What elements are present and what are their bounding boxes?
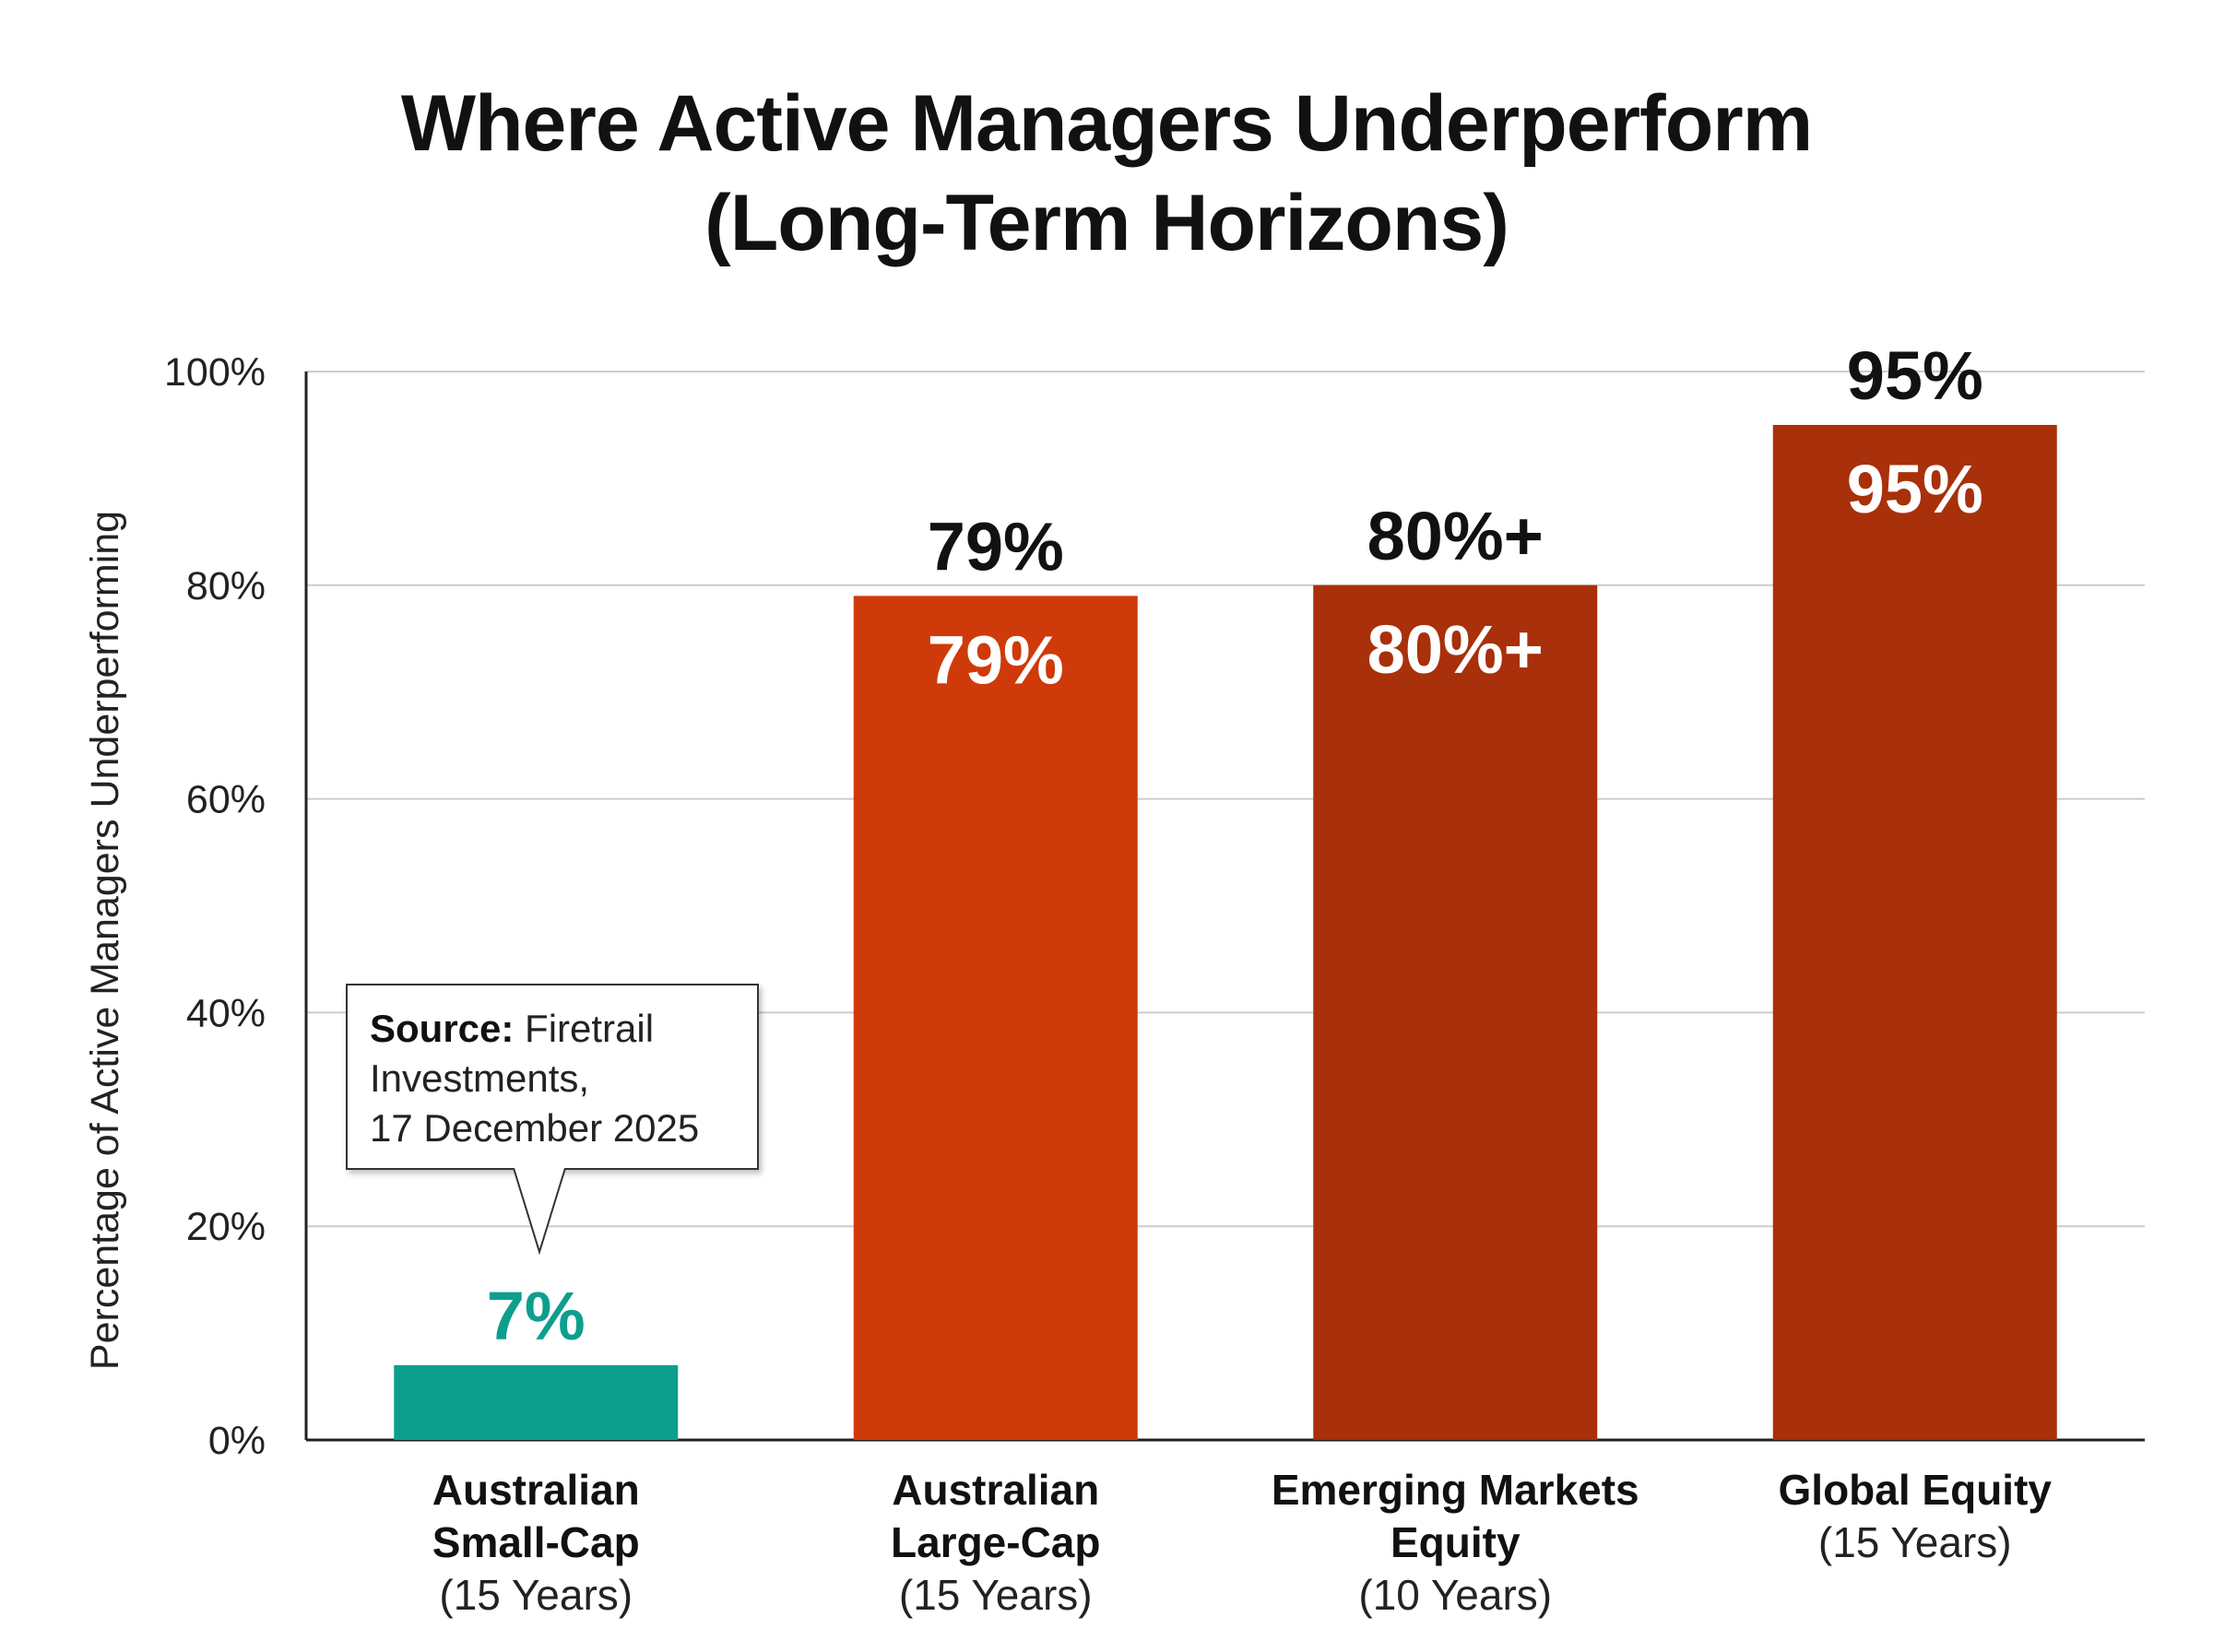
- x-tick-label-0-line-1: Small-Cap: [432, 1518, 640, 1566]
- y-tick-label-80: 80%: [186, 564, 266, 608]
- data-label-outside-3: 95%: [1847, 337, 1983, 414]
- y-tick-label-60: 60%: [186, 778, 266, 822]
- source-annotation-line-1: Firetrail: [525, 1007, 655, 1050]
- source-annotation-line-3: 17 December 2025: [370, 1106, 700, 1150]
- x-tick-period-2: (10 Years): [1358, 1571, 1552, 1619]
- data-label-inside-2: 80%+: [1367, 611, 1544, 688]
- x-tick-label-3-line-0: Global Equity: [1779, 1466, 2053, 1514]
- x-tick-period-0: (15 Years): [439, 1571, 633, 1619]
- bar-3: [1772, 424, 2057, 1441]
- x-tick-label-1-line-0: Australian: [892, 1466, 1099, 1514]
- data-label-inside-3: 95%: [1847, 451, 1983, 527]
- chart-title-line-1: Where Active Managers Underperform: [400, 79, 1813, 168]
- chart-title-line-2: (Long-Term Horizons): [704, 179, 1509, 267]
- source-annotation-line-2: Investments,: [370, 1056, 590, 1100]
- bar-1: [853, 596, 1138, 1440]
- chart-title: Where Active Managers Underperform (Long…: [0, 74, 2213, 273]
- bars: [394, 424, 2057, 1441]
- x-tick-label-2-line-0: Emerging Markets: [1272, 1466, 1639, 1514]
- x-tick-period-3: (15 Years): [1818, 1518, 2012, 1566]
- y-tick-label-40: 40%: [186, 991, 266, 1035]
- y-axis-label: Percentage of Active Managers Underperfo…: [83, 511, 127, 1370]
- data-label-outside-2: 80%+: [1367, 498, 1544, 574]
- x-tick-period-1: (15 Years): [899, 1571, 1093, 1619]
- x-tick-label-1-line-1: Large-Cap: [891, 1518, 1100, 1566]
- y-tick-label-100: 100%: [164, 350, 266, 395]
- bar-2: [1313, 584, 1598, 1440]
- source-annotation-bold: Source:: [370, 1007, 515, 1050]
- bar-0: [394, 1364, 679, 1440]
- x-tick-label-2-line-1: Equity: [1391, 1518, 1521, 1566]
- y-tick-label-20: 20%: [186, 1205, 266, 1249]
- y-tick-label-0: 0%: [208, 1419, 266, 1463]
- source-annotation: Source: Firetrail Investments, 17 Decemb…: [346, 984, 759, 1170]
- data-label-outside-1: 79%: [928, 508, 1064, 584]
- x-tick-label-0-line-0: Australian: [432, 1466, 640, 1514]
- source-annotation-pointer: [513, 1167, 566, 1256]
- data-labels: 7% 79% 79% 80%+ 80%+ 95% 95%: [487, 337, 1983, 1354]
- data-label-inside-1: 79%: [928, 621, 1064, 698]
- data-label-0: 7%: [487, 1278, 586, 1354]
